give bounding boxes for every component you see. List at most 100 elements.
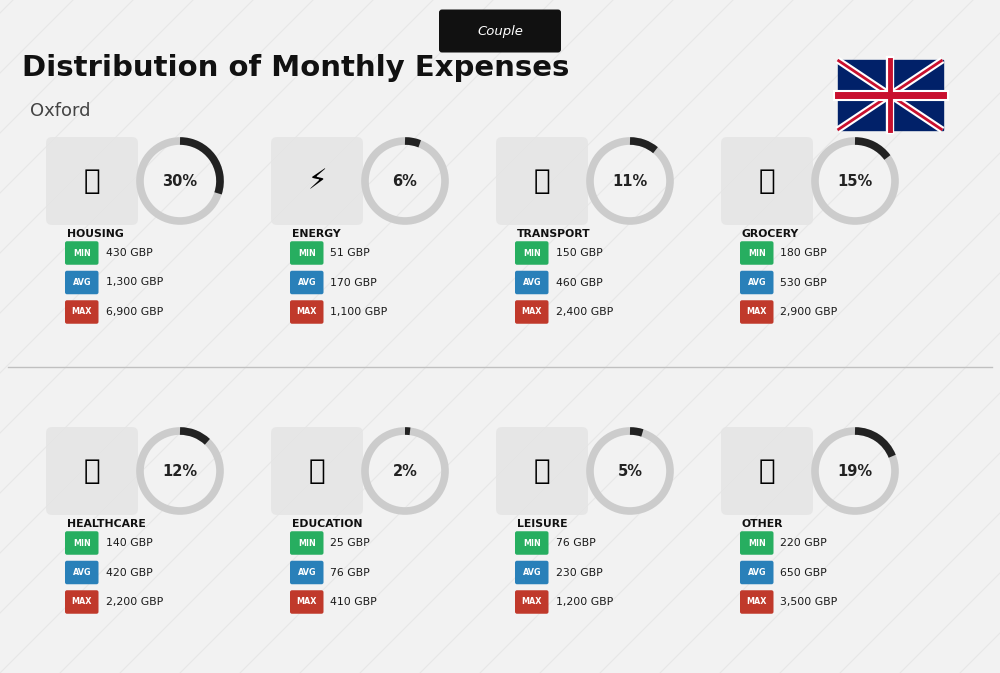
Text: MIN: MIN [73,538,91,548]
Text: 30%: 30% [162,174,198,188]
FancyBboxPatch shape [290,590,324,614]
Text: 11%: 11% [612,174,648,188]
FancyBboxPatch shape [271,137,363,225]
Text: MIN: MIN [298,538,316,548]
FancyBboxPatch shape [740,590,774,614]
Text: MIN: MIN [523,248,541,258]
FancyBboxPatch shape [740,561,774,584]
Text: 180 GBP: 180 GBP [780,248,827,258]
Text: MAX: MAX [747,308,767,316]
FancyBboxPatch shape [721,137,813,225]
Text: EDUCATION: EDUCATION [292,519,362,529]
Text: 🏢: 🏢 [84,167,100,195]
Text: 25 GBP: 25 GBP [330,538,370,548]
FancyBboxPatch shape [290,561,324,584]
Bar [838,60,943,130]
Text: MAX: MAX [297,308,317,316]
FancyBboxPatch shape [46,137,138,225]
Text: LEISURE: LEISURE [517,519,568,529]
Text: 2,400 GBP: 2,400 GBP [556,307,613,317]
Text: 6,900 GBP: 6,900 GBP [106,307,163,317]
FancyBboxPatch shape [515,531,548,555]
Text: 530 GBP: 530 GBP [780,277,827,287]
Text: 76 GBP: 76 GBP [330,567,370,577]
Text: 3,500 GBP: 3,500 GBP [780,597,838,607]
FancyBboxPatch shape [290,300,324,324]
FancyBboxPatch shape [740,531,774,555]
Text: 410 GBP: 410 GBP [330,597,377,607]
Text: 🚌: 🚌 [534,167,550,195]
Text: AVG: AVG [72,278,91,287]
FancyBboxPatch shape [65,271,98,294]
Text: 6%: 6% [393,174,417,188]
FancyBboxPatch shape [740,271,774,294]
Text: 19%: 19% [837,464,873,479]
Text: MAX: MAX [72,308,92,316]
FancyBboxPatch shape [515,590,548,614]
Text: 🏥: 🏥 [84,457,100,485]
Text: MIN: MIN [298,248,316,258]
Text: 🎓: 🎓 [309,457,325,485]
FancyBboxPatch shape [290,271,324,294]
Text: 140 GBP: 140 GBP [106,538,152,548]
FancyBboxPatch shape [515,300,548,324]
FancyBboxPatch shape [65,531,98,555]
Text: 460 GBP: 460 GBP [556,277,602,287]
Text: 1,300 GBP: 1,300 GBP [106,277,163,287]
Text: MAX: MAX [297,598,317,606]
FancyBboxPatch shape [46,427,138,515]
Text: AVG: AVG [522,278,541,287]
Text: AVG: AVG [298,278,316,287]
FancyBboxPatch shape [439,9,561,52]
FancyBboxPatch shape [65,300,98,324]
Text: 2%: 2% [393,464,417,479]
FancyBboxPatch shape [290,241,324,264]
Text: 170 GBP: 170 GBP [330,277,377,287]
Text: 🛒: 🛒 [759,167,775,195]
Text: Oxford: Oxford [30,102,90,120]
Text: 2,900 GBP: 2,900 GBP [780,307,838,317]
Text: MAX: MAX [72,598,92,606]
FancyBboxPatch shape [740,241,774,264]
Text: MIN: MIN [73,248,91,258]
Text: Couple: Couple [477,24,523,38]
Text: 5%: 5% [618,464,642,479]
FancyBboxPatch shape [65,590,98,614]
FancyBboxPatch shape [496,137,588,225]
Text: MAX: MAX [522,308,542,316]
Text: 1,200 GBP: 1,200 GBP [556,597,613,607]
Text: 230 GBP: 230 GBP [556,567,602,577]
Text: 💰: 💰 [759,457,775,485]
Text: 2,200 GBP: 2,200 GBP [106,597,163,607]
Text: 150 GBP: 150 GBP [556,248,602,258]
FancyBboxPatch shape [740,300,774,324]
FancyBboxPatch shape [515,561,548,584]
Text: AVG: AVG [298,568,316,577]
FancyBboxPatch shape [65,241,98,264]
Text: TRANSPORT: TRANSPORT [517,229,591,239]
Text: MAX: MAX [747,598,767,606]
Text: 12%: 12% [162,464,198,479]
Text: 1,100 GBP: 1,100 GBP [330,307,388,317]
FancyBboxPatch shape [515,241,548,264]
Text: 76 GBP: 76 GBP [556,538,595,548]
Text: AVG: AVG [748,568,766,577]
Text: OTHER: OTHER [742,519,784,529]
Text: 430 GBP: 430 GBP [106,248,152,258]
Text: 15%: 15% [837,174,873,188]
Text: HOUSING: HOUSING [67,229,124,239]
Text: 650 GBP: 650 GBP [780,567,827,577]
Text: 🛍: 🛍 [534,457,550,485]
Text: 420 GBP: 420 GBP [106,567,152,577]
Text: ⚡: ⚡ [307,167,327,195]
Text: MIN: MIN [748,538,766,548]
Text: 220 GBP: 220 GBP [780,538,827,548]
Text: 51 GBP: 51 GBP [330,248,370,258]
Text: MIN: MIN [748,248,766,258]
Text: HEALTHCARE: HEALTHCARE [67,519,146,529]
FancyBboxPatch shape [515,271,548,294]
Text: AVG: AVG [748,278,766,287]
Text: AVG: AVG [522,568,541,577]
FancyBboxPatch shape [65,561,98,584]
Text: AVG: AVG [72,568,91,577]
